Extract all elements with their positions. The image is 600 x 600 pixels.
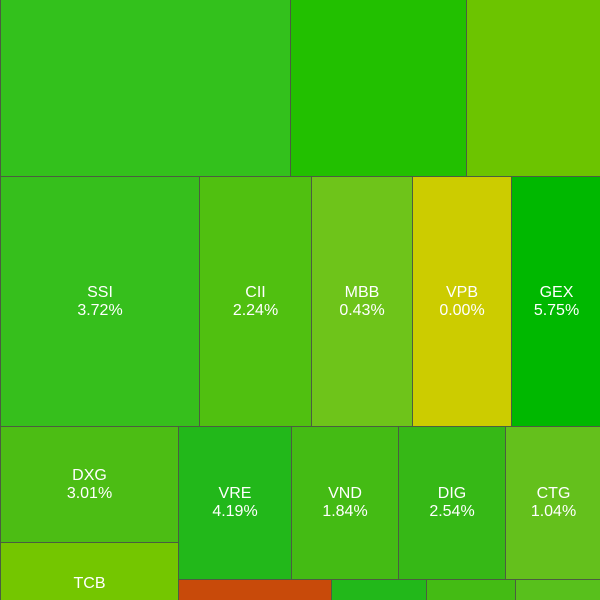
tile[interactable] bbox=[290, 0, 467, 177]
tile[interactable]: GEX 5.75% bbox=[511, 176, 600, 427]
tile[interactable] bbox=[178, 579, 332, 600]
tile[interactable] bbox=[426, 579, 516, 600]
change: 0.43% bbox=[339, 301, 385, 319]
tile[interactable]: CTG 1.04% bbox=[505, 426, 600, 580]
tile[interactable]: TCB bbox=[0, 542, 179, 600]
tile[interactable]: MBB 0.43% bbox=[311, 176, 413, 427]
ticker: GEX bbox=[539, 283, 574, 301]
tile[interactable]: DXG 3.01% bbox=[0, 426, 179, 543]
tile[interactable] bbox=[331, 579, 427, 600]
ticker: SSI bbox=[87, 283, 113, 301]
tile[interactable]: CII 2.24% bbox=[199, 176, 312, 427]
ticker: DXG bbox=[72, 466, 107, 484]
change: 0.00% bbox=[439, 301, 485, 319]
change: 3.01% bbox=[66, 484, 113, 502]
tile[interactable]: SSI 3.72% bbox=[0, 176, 200, 427]
change: 1.04% bbox=[530, 503, 577, 520]
ticker: VND bbox=[328, 485, 362, 502]
change: 2.54% bbox=[429, 503, 475, 520]
ticker: DIG bbox=[437, 485, 467, 502]
tile[interactable] bbox=[466, 0, 600, 177]
ticker: CII bbox=[245, 283, 266, 301]
change: 1.84% bbox=[322, 503, 368, 520]
ticker: CTG bbox=[536, 485, 571, 502]
change: 5.75% bbox=[533, 301, 580, 319]
ticker: MBB bbox=[344, 283, 380, 301]
tile[interactable]: DIG 2.54% bbox=[398, 426, 506, 580]
tile[interactable]: VND 1.84% bbox=[291, 426, 399, 580]
tile[interactable] bbox=[0, 0, 291, 177]
ticker: VPB bbox=[445, 283, 478, 301]
change: 4.19% bbox=[212, 503, 258, 520]
ticker: TCB bbox=[73, 575, 106, 592]
change: 3.72% bbox=[77, 301, 123, 319]
tile[interactable]: VPB 0.00% bbox=[412, 176, 512, 427]
ticker: VRE bbox=[218, 485, 252, 502]
change: 2.24% bbox=[232, 301, 279, 319]
tile[interactable]: VRE 4.19% bbox=[178, 426, 292, 580]
tile[interactable] bbox=[515, 579, 600, 600]
